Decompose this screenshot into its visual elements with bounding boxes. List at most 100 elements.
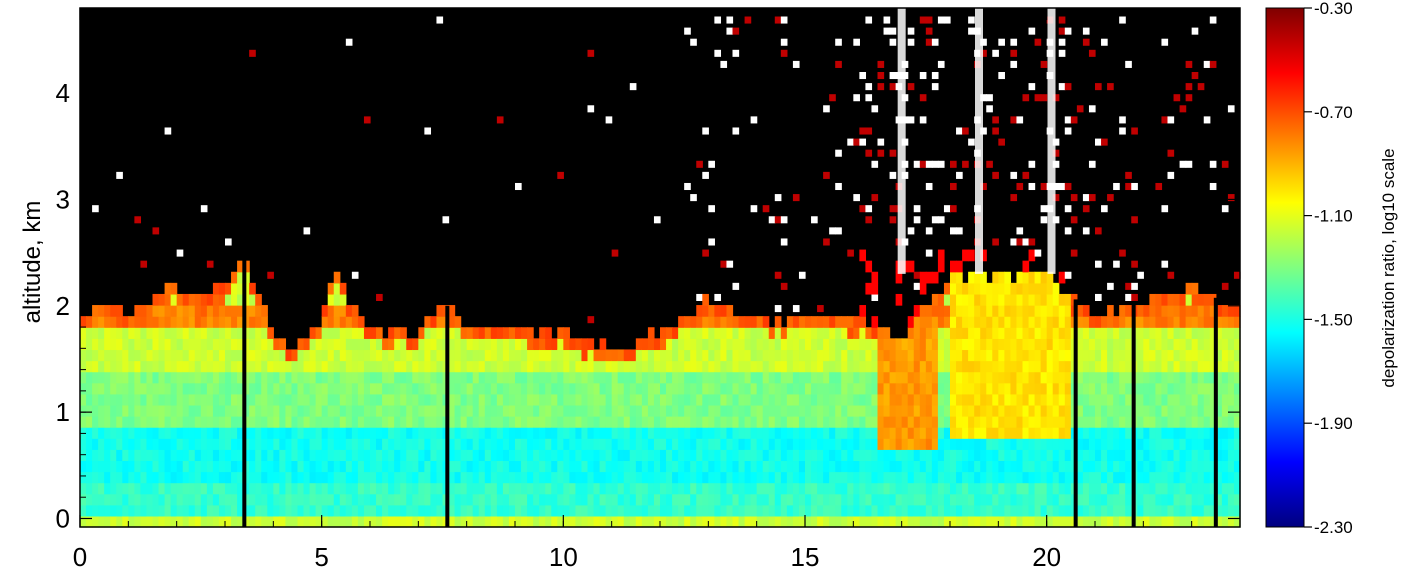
heatmap-cell <box>1185 282 1193 295</box>
heatmap-cell <box>811 393 818 406</box>
heatmap-cell <box>490 393 498 406</box>
heatmap-cell <box>1095 327 1102 339</box>
heatmap-cell <box>225 393 232 406</box>
heatmap-cell <box>798 360 806 373</box>
heatmap-cell <box>225 293 232 306</box>
heatmap-cell <box>1034 482 1042 495</box>
heatmap-cell <box>152 504 160 517</box>
heatmap-cell <box>194 393 202 406</box>
heatmap-cell <box>1149 404 1157 417</box>
heatmap-cell <box>557 427 564 439</box>
heatmap-cell <box>1088 393 1096 406</box>
heatmap-cell <box>1046 393 1054 406</box>
heatmap-cell <box>460 504 468 517</box>
heatmap-cell <box>986 105 993 113</box>
heatmap-cell <box>363 371 371 384</box>
heatmap-cell <box>895 382 903 395</box>
heatmap-cell <box>768 438 776 450</box>
heatmap-cell <box>1022 260 1030 273</box>
heatmap-cell <box>1173 360 1181 373</box>
heatmap-cell <box>817 471 824 484</box>
heatmap-cell <box>684 316 691 328</box>
heatmap-cell <box>744 371 752 384</box>
heatmap-cell <box>152 438 160 450</box>
heatmap-cell <box>1221 282 1229 290</box>
heatmap-cell <box>581 438 589 450</box>
heatmap-cell <box>200 293 208 306</box>
heatmap-cell <box>1221 493 1229 506</box>
heatmap-cell <box>430 393 438 406</box>
heatmap-cell <box>1119 460 1126 473</box>
heatmap-cell <box>98 316 105 328</box>
heatmap-cell <box>80 515 87 528</box>
heatmap-cell <box>400 515 407 528</box>
heatmap-cell <box>587 449 595 462</box>
heatmap-cell <box>829 227 836 235</box>
heatmap-cell <box>158 404 166 417</box>
heatmap-cell <box>1155 504 1163 517</box>
heatmap-cell <box>623 460 631 473</box>
heatmap-cell <box>992 515 999 528</box>
heatmap-cell <box>835 460 842 473</box>
heatmap-cell <box>1082 482 1090 495</box>
heatmap-cell <box>666 338 673 351</box>
heatmap-cell <box>931 438 939 450</box>
heatmap-cell <box>829 427 836 439</box>
heatmap-cell <box>925 227 933 235</box>
heatmap-cell <box>188 493 196 506</box>
heatmap-cell <box>231 438 238 450</box>
heatmap-cell <box>557 393 564 406</box>
heatmap-cell <box>883 515 891 528</box>
heatmap-cell <box>792 60 800 68</box>
heatmap-cell <box>678 316 685 328</box>
heatmap-cell <box>502 504 510 517</box>
heatmap-cell <box>539 393 546 406</box>
heatmap-cell <box>1221 205 1229 213</box>
heatmap-cell <box>1221 360 1229 373</box>
heatmap-cell <box>1221 393 1229 406</box>
heatmap-cell <box>611 349 619 362</box>
heatmap-cell <box>714 460 722 473</box>
heatmap-cell <box>1022 271 1030 284</box>
heatmap-cell <box>472 471 480 484</box>
heatmap-cell <box>1016 493 1024 506</box>
heatmap-cell <box>962 127 969 135</box>
heatmap-cell <box>515 404 522 417</box>
heatmap-cell <box>980 49 987 57</box>
heatmap-cell <box>1046 305 1054 317</box>
heatmap-cell <box>998 427 1005 439</box>
heatmap-cell <box>110 316 117 328</box>
heatmap-cell <box>666 460 673 473</box>
heatmap-cell <box>913 438 921 450</box>
heatmap-cell <box>237 493 244 506</box>
heatmap-cell <box>527 427 534 439</box>
heatmap-cell <box>901 515 909 528</box>
heatmap-cell <box>1185 305 1193 317</box>
heatmap-cell <box>472 427 480 439</box>
heatmap-cell <box>1191 449 1199 462</box>
heatmap-cell <box>339 504 347 517</box>
heatmap-cell <box>998 327 1005 339</box>
heatmap-cell <box>1107 493 1114 506</box>
heatmap-cell <box>1076 327 1084 339</box>
heatmap-cell <box>714 16 722 24</box>
heatmap-cell <box>134 427 142 439</box>
heatmap-cell <box>895 515 903 528</box>
heatmap-cell <box>702 393 709 406</box>
heatmap-cell <box>212 460 220 473</box>
heatmap-cell <box>798 316 806 328</box>
heatmap-cell <box>194 471 202 484</box>
heatmap-cell <box>943 338 951 351</box>
heatmap-cell <box>889 427 897 439</box>
heatmap-cell <box>194 504 202 517</box>
heatmap-cell <box>351 416 359 428</box>
heatmap-cell <box>889 382 897 395</box>
heatmap-cell <box>823 416 830 428</box>
heatmap-cell <box>194 460 202 473</box>
heatmap-cell <box>1028 293 1036 306</box>
heatmap-cell <box>261 416 268 428</box>
heatmap-cell <box>998 471 1005 484</box>
heatmap-cell <box>968 293 975 306</box>
heatmap-cell <box>80 504 87 517</box>
heatmap-cell <box>188 504 196 517</box>
